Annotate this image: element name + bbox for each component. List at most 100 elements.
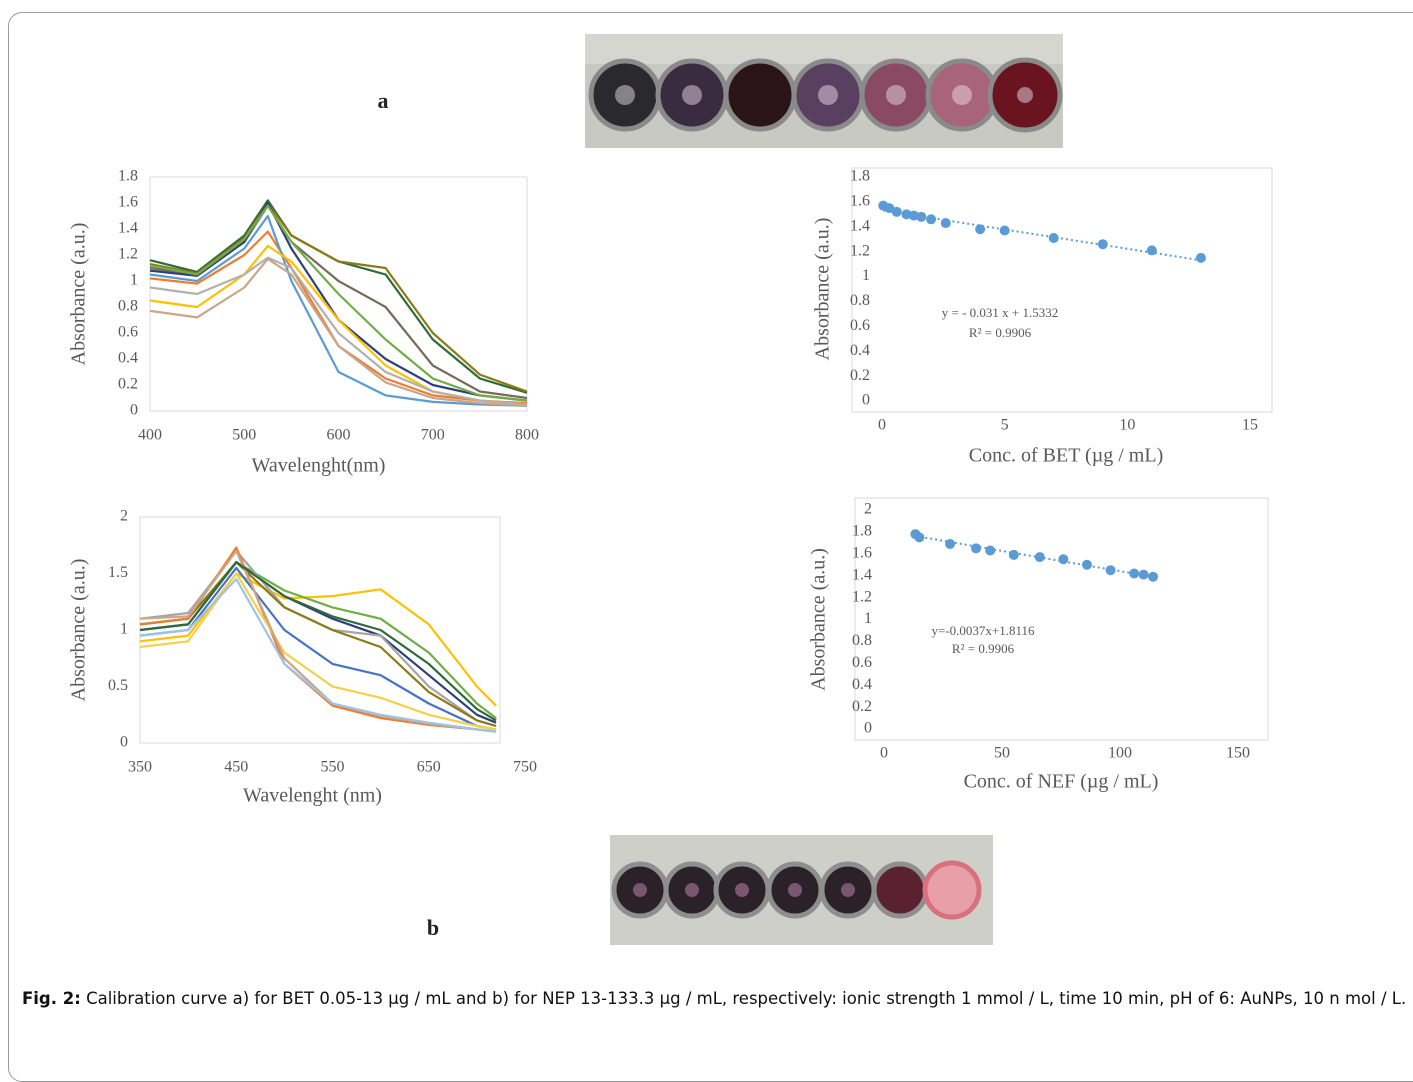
data-point (1058, 554, 1069, 565)
chart: 0 0.2 0.4 0.6 0.8 1 1.2 1.4 1.6 1.8 2 0 50 100 150 Conc… (808, 497, 1269, 793)
data-point (926, 214, 937, 225)
x-tick-label: 550 (321, 759, 345, 776)
x-tick-label: 500 (232, 427, 256, 444)
y-tick-label: 1 (862, 267, 870, 284)
data-point (1105, 565, 1116, 576)
y-tick-label: 0.5 (108, 677, 128, 694)
y-tick-label: 1.4 (852, 566, 872, 583)
photo-b (610, 835, 993, 945)
x-tick-label: 0 (880, 745, 888, 762)
x-tick-label: 10 (1119, 417, 1135, 434)
x-tick-label: 150 (1226, 745, 1250, 762)
data-point (1146, 245, 1157, 256)
spectrum-line (139, 566, 497, 731)
y-tick-label: 0 (864, 720, 872, 737)
spectrum-line (139, 561, 497, 719)
x-tick-label: 750 (513, 759, 537, 776)
y-tick-label: 1 (130, 272, 138, 289)
y-tick-label: 1.2 (118, 246, 138, 263)
photo-a (585, 34, 1063, 148)
y-tick-label: 2 (864, 501, 872, 518)
data-point (1097, 239, 1108, 250)
data-point (999, 225, 1010, 236)
spectrum-line (149, 199, 528, 394)
spectrum-line (149, 256, 528, 406)
y-tick-label: 1.6 (850, 193, 870, 210)
y-tick-label: 1 (120, 621, 128, 638)
x-tick-label: 15 (1242, 417, 1258, 434)
y-axis-label: Absorbance (a.u.) (68, 223, 90, 366)
data-point (940, 218, 951, 229)
chart: 0 0.5 1 1.5 2 350 450 550 650 750 Wavelenght (nm) A… (68, 508, 537, 807)
x-tick-label: 0 (878, 417, 886, 434)
y-tick-label: 1.2 (850, 242, 870, 259)
y-tick-label: 1.6 (118, 194, 138, 211)
y-tick-label: 0.8 (850, 292, 870, 309)
data-point (985, 545, 996, 556)
y-tick-label: 1 (864, 610, 872, 627)
y-tick-label: 0.4 (852, 676, 872, 693)
data-point (916, 211, 927, 222)
x-tick-label: 5 (1001, 417, 1009, 434)
data-point (901, 209, 912, 220)
y-tick-label: 1.4 (850, 217, 870, 234)
x-axis-label: Wavelenght (nm) (243, 785, 382, 807)
x-tick-label: 650 (417, 759, 441, 776)
spectrum-line (149, 257, 528, 407)
y-tick-label: 1.2 (852, 588, 872, 605)
x-tick-label: 100 (1108, 745, 1132, 762)
plot-frame (149, 176, 528, 412)
x-tick-label: 400 (138, 427, 162, 444)
data-point (1148, 571, 1159, 582)
data-point (1034, 552, 1045, 563)
trend-equation: y = - 0.031 x + 1.5332 (942, 305, 1059, 320)
spectrum-line (139, 561, 497, 728)
y-tick-label: 1.8 (852, 523, 872, 540)
y-tick-label: 1.5 (108, 564, 128, 581)
y-tick-label: 0.4 (850, 342, 870, 359)
x-axis-label: Conc. of BET (µg / mL) (969, 445, 1163, 467)
spectrum-line (139, 561, 497, 722)
spectrum-line (149, 201, 528, 393)
y-tick-label: 0 (130, 402, 138, 419)
spectrum-line (139, 572, 497, 731)
spectrum-line (149, 214, 528, 407)
y-axis-label: Absorbance (a.u.) (68, 559, 90, 702)
data-point (891, 206, 902, 217)
data-point (1008, 549, 1019, 560)
trend-equation: y=-0.0037x+1.8116 (931, 623, 1035, 638)
y-tick-label: 0.6 (850, 317, 870, 334)
data-point (1195, 252, 1206, 263)
data-point (975, 224, 986, 235)
x-tick-label: 450 (224, 759, 248, 776)
panel-label: a (378, 88, 389, 113)
spectrum-line (149, 204, 528, 402)
chart: 0 0.2 0.4 0.6 0.8 1 1.2 1.4 1.6 1.8 0 5 10 15 Conc. of… (812, 167, 1273, 467)
data-point (1129, 568, 1140, 579)
caption-label: Fig. 2: (22, 989, 81, 1008)
r-squared: R² = 0.9906 (952, 641, 1015, 656)
y-axis-label: Absorbance (a.u.) (808, 548, 830, 691)
spectrum-line (149, 230, 528, 405)
spectrum-line (149, 201, 528, 402)
x-axis-label: Wavelenght(nm) (252, 455, 386, 477)
x-axis-label: Conc. of NEF (µg / mL) (964, 771, 1159, 793)
y-tick-label: 0.4 (118, 350, 138, 367)
plot-frame (851, 167, 1273, 413)
y-tick-label: 1.6 (852, 544, 872, 561)
x-tick-label: 50 (994, 745, 1010, 762)
x-tick-label: 350 (128, 759, 152, 776)
data-point (945, 538, 956, 549)
r-squared: R² = 0.9906 (969, 325, 1032, 340)
y-tick-label: 0.2 (850, 367, 870, 384)
y-tick-label: 0 (862, 392, 870, 409)
y-tick-label: 0 (120, 734, 128, 751)
y-tick-label: 0.8 (118, 298, 138, 315)
y-tick-label: 2 (120, 508, 128, 525)
plot-frame (854, 497, 1269, 741)
data-point (884, 203, 895, 214)
data-point (1138, 569, 1149, 580)
spectrum-line (139, 572, 497, 707)
trendline (883, 209, 1202, 262)
chart: 0 0.2 0.4 0.6 0.8 1 1.2 1.4 1.6 1.8 400 500 600 700 80… (68, 168, 539, 477)
